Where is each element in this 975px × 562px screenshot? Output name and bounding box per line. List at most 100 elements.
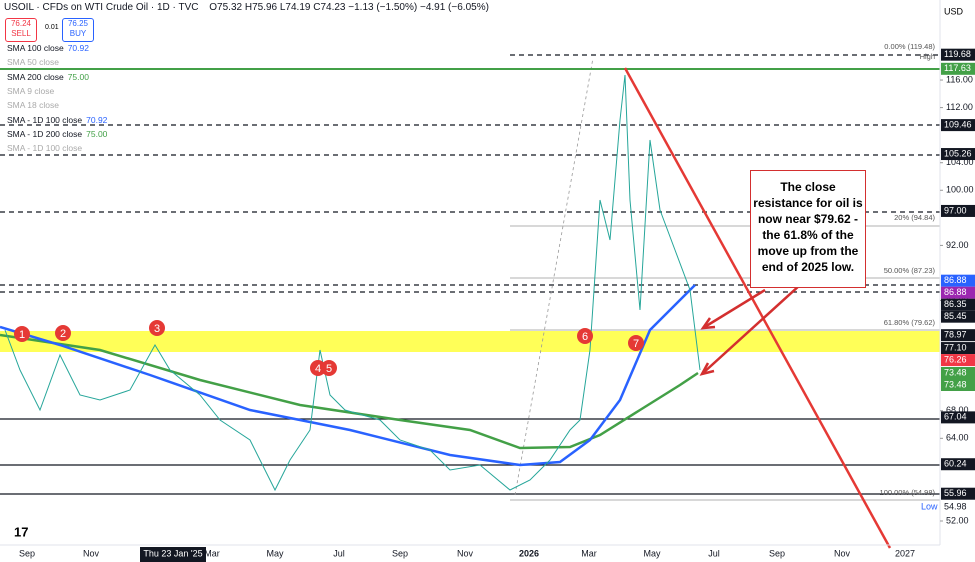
date-badge — [140, 547, 206, 562]
sma-100 — [0, 284, 696, 467]
fib-label: 61.80% (79.62) — [884, 318, 936, 327]
time-label: 2027 — [895, 548, 915, 558]
price-marker-label: 119.68 — [944, 49, 971, 59]
price-marker — [941, 310, 975, 323]
fib-label: 50.00% (87.23) — [884, 266, 936, 275]
indicator[interactable]: SMA 200 close 75.00 — [7, 72, 89, 82]
indicator[interactable]: SMA - 1D 100 close 70.92 — [7, 115, 107, 125]
time-label: Nov — [457, 548, 474, 558]
sell-label: SELL — [11, 29, 31, 38]
price-marker-label: 76.26 — [944, 354, 967, 364]
fib-label: 0.00% (119.48) — [884, 42, 935, 51]
indicator-value: 75.00 — [86, 128, 108, 139]
time-label: 2026 — [519, 548, 539, 558]
fib-label: 20% (94.84) — [894, 213, 935, 222]
circle-label: 4 — [315, 363, 321, 375]
price-marker — [941, 286, 975, 299]
price-tick-label: 92.00 — [946, 240, 969, 250]
indicator-label: SMA 18 close — [7, 100, 59, 111]
time-label: Jul — [333, 548, 345, 558]
indicator[interactable]: SMA - 1D 200 close 75.00 — [7, 129, 107, 139]
price-marker-label: 86.35 — [944, 299, 967, 309]
price-marker — [941, 329, 975, 342]
low-price: 54.98 — [944, 501, 967, 511]
price-tick-label: 100.00 — [946, 185, 974, 195]
price-marker-label: 117.63 — [944, 63, 971, 73]
price-marker — [941, 298, 975, 311]
price-marker-label: 85.45 — [944, 311, 967, 321]
price-marker-label: 73.48 — [944, 379, 967, 389]
circle-marker — [310, 360, 326, 376]
spread: 0.01 — [45, 24, 59, 31]
circle-label: 1 — [19, 329, 25, 341]
indicator-label: SMA - 1D 100 close — [7, 114, 83, 125]
indicator-label: SMA - 1D 100 close — [7, 143, 83, 154]
buy-button[interactable]: 76.25 BUY — [62, 18, 94, 42]
circle-label: 6 — [582, 331, 588, 343]
fib-lines — [510, 57, 940, 501]
price-marker — [941, 354, 975, 367]
price-marker — [941, 204, 975, 217]
price-marker — [941, 411, 975, 424]
indicator-label: SMA - 1D 200 close — [7, 128, 83, 139]
indicator-value: 70.92 — [67, 43, 89, 53]
circle-label: 5 — [326, 363, 332, 375]
annotation: The close resistance for oil is now near… — [750, 170, 866, 288]
price-tick-label: 112.00 — [946, 102, 973, 112]
price-marker — [941, 367, 975, 380]
fib-label: 100.00% (54.98) — [880, 488, 936, 497]
price-marker — [941, 379, 975, 392]
price-marker-label: 86.88 — [944, 275, 967, 285]
price-marker — [941, 62, 975, 75]
time-label: Sep — [769, 548, 785, 558]
price-marker-label: 109.46 — [944, 119, 972, 129]
symbol: USOIL · CFDs on WTI Crude Oil · 1D · TVC — [4, 2, 199, 13]
sell-button[interactable]: 76.24 SELL — [5, 18, 37, 42]
price-marker-label: 105.26 — [944, 148, 972, 158]
ohlc: O75.32 H75.96 L74.19 C74.23 −1.13 (−1.50… — [209, 2, 489, 13]
price-marker-label: 97.00 — [944, 205, 967, 215]
indicator-label: SMA 9 close — [7, 85, 55, 96]
indicator[interactable]: SMA - 1D 100 close — [7, 143, 82, 153]
buy-label: BUY — [69, 29, 87, 38]
circle-marker — [577, 328, 593, 344]
time-label: Mar — [581, 548, 597, 558]
header: USOIL · CFDs on WTI Crude Oil · 1D · TVC… — [4, 2, 489, 13]
time-label: Sep — [19, 548, 35, 558]
price — [4, 74, 701, 492]
price-tick-label: 68.00 — [946, 405, 969, 415]
price-marker — [941, 274, 975, 287]
indicator[interactable]: SMA 9 close — [7, 86, 54, 96]
indicator[interactable]: SMA 18 close — [7, 100, 59, 110]
price-marker-label: 78.97 — [944, 330, 967, 340]
time-label: May — [266, 548, 284, 558]
price-marker-label: 67.04 — [944, 412, 967, 422]
circle-label: 3 — [154, 323, 160, 335]
logo: 17 — [14, 524, 28, 539]
price-marker — [941, 119, 975, 132]
price-marker — [941, 458, 975, 471]
time-label: Nov — [834, 548, 851, 558]
low-label: Low — [921, 501, 938, 511]
indicator-value: 70.92 — [86, 114, 108, 125]
indicator[interactable]: SMA 100 close 70.92 — [7, 43, 89, 53]
indicator-label: SMA 100 close — [7, 43, 64, 53]
price-marker-label: 60.24 — [944, 459, 967, 469]
trendline — [623, 67, 892, 549]
circle-marker — [55, 325, 71, 341]
circle-marker — [149, 320, 165, 336]
price-marker-label: 73.48 — [944, 367, 967, 377]
indicator[interactable]: SMA 50 close — [7, 57, 59, 67]
time-label: May — [643, 548, 661, 558]
price-marker — [941, 48, 975, 61]
circle-marker — [628, 335, 644, 351]
time-label: Thu 23 Jan '25 — [143, 548, 202, 558]
price-marker — [941, 487, 975, 500]
sell-price: 76.24 — [10, 19, 32, 28]
price-marker-label: 77.10 — [944, 342, 967, 352]
resistance-band — [0, 331, 940, 352]
time-label: Mar — [204, 548, 220, 558]
circle-label: 7 — [633, 338, 639, 350]
